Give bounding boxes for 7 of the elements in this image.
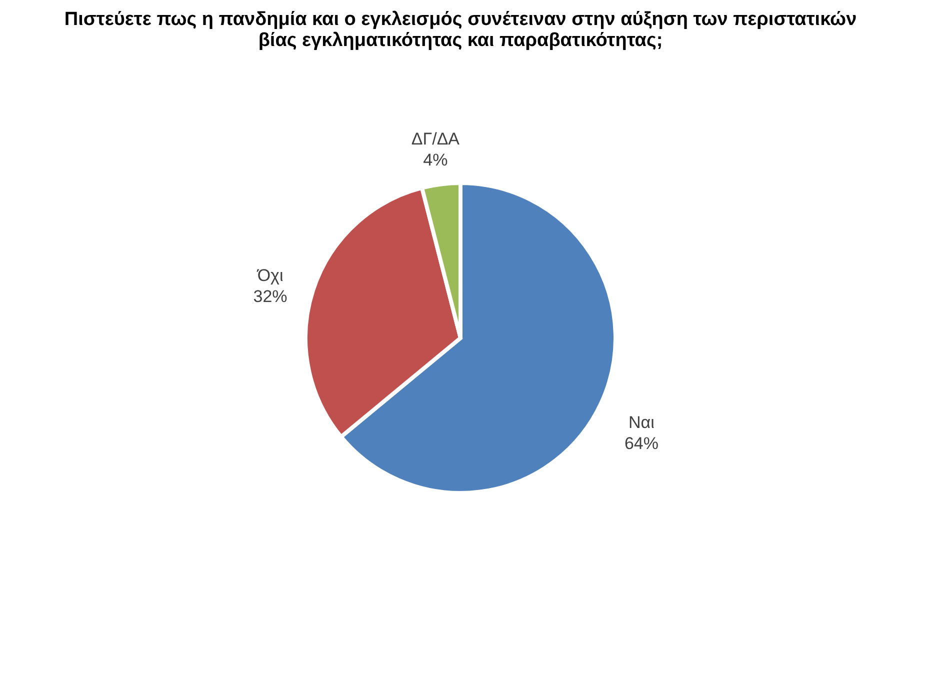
chart-title: Πιστεύετε πως η πανδημία και ο εγκλεισμός συνέτειναν στην αύξηση των περιστατικών βίας εγκληματικότητας και παραβατικότητας; [64, 9, 857, 51]
slice-label: Ναι [628, 413, 655, 432]
data-label: 64% [624, 434, 658, 454]
data-label: 32% [253, 287, 288, 306]
data-label: 4% [423, 150, 448, 170]
slice-label: ΔΓ/ΔΑ [411, 130, 460, 149]
slice-label: Όχι [256, 266, 284, 286]
